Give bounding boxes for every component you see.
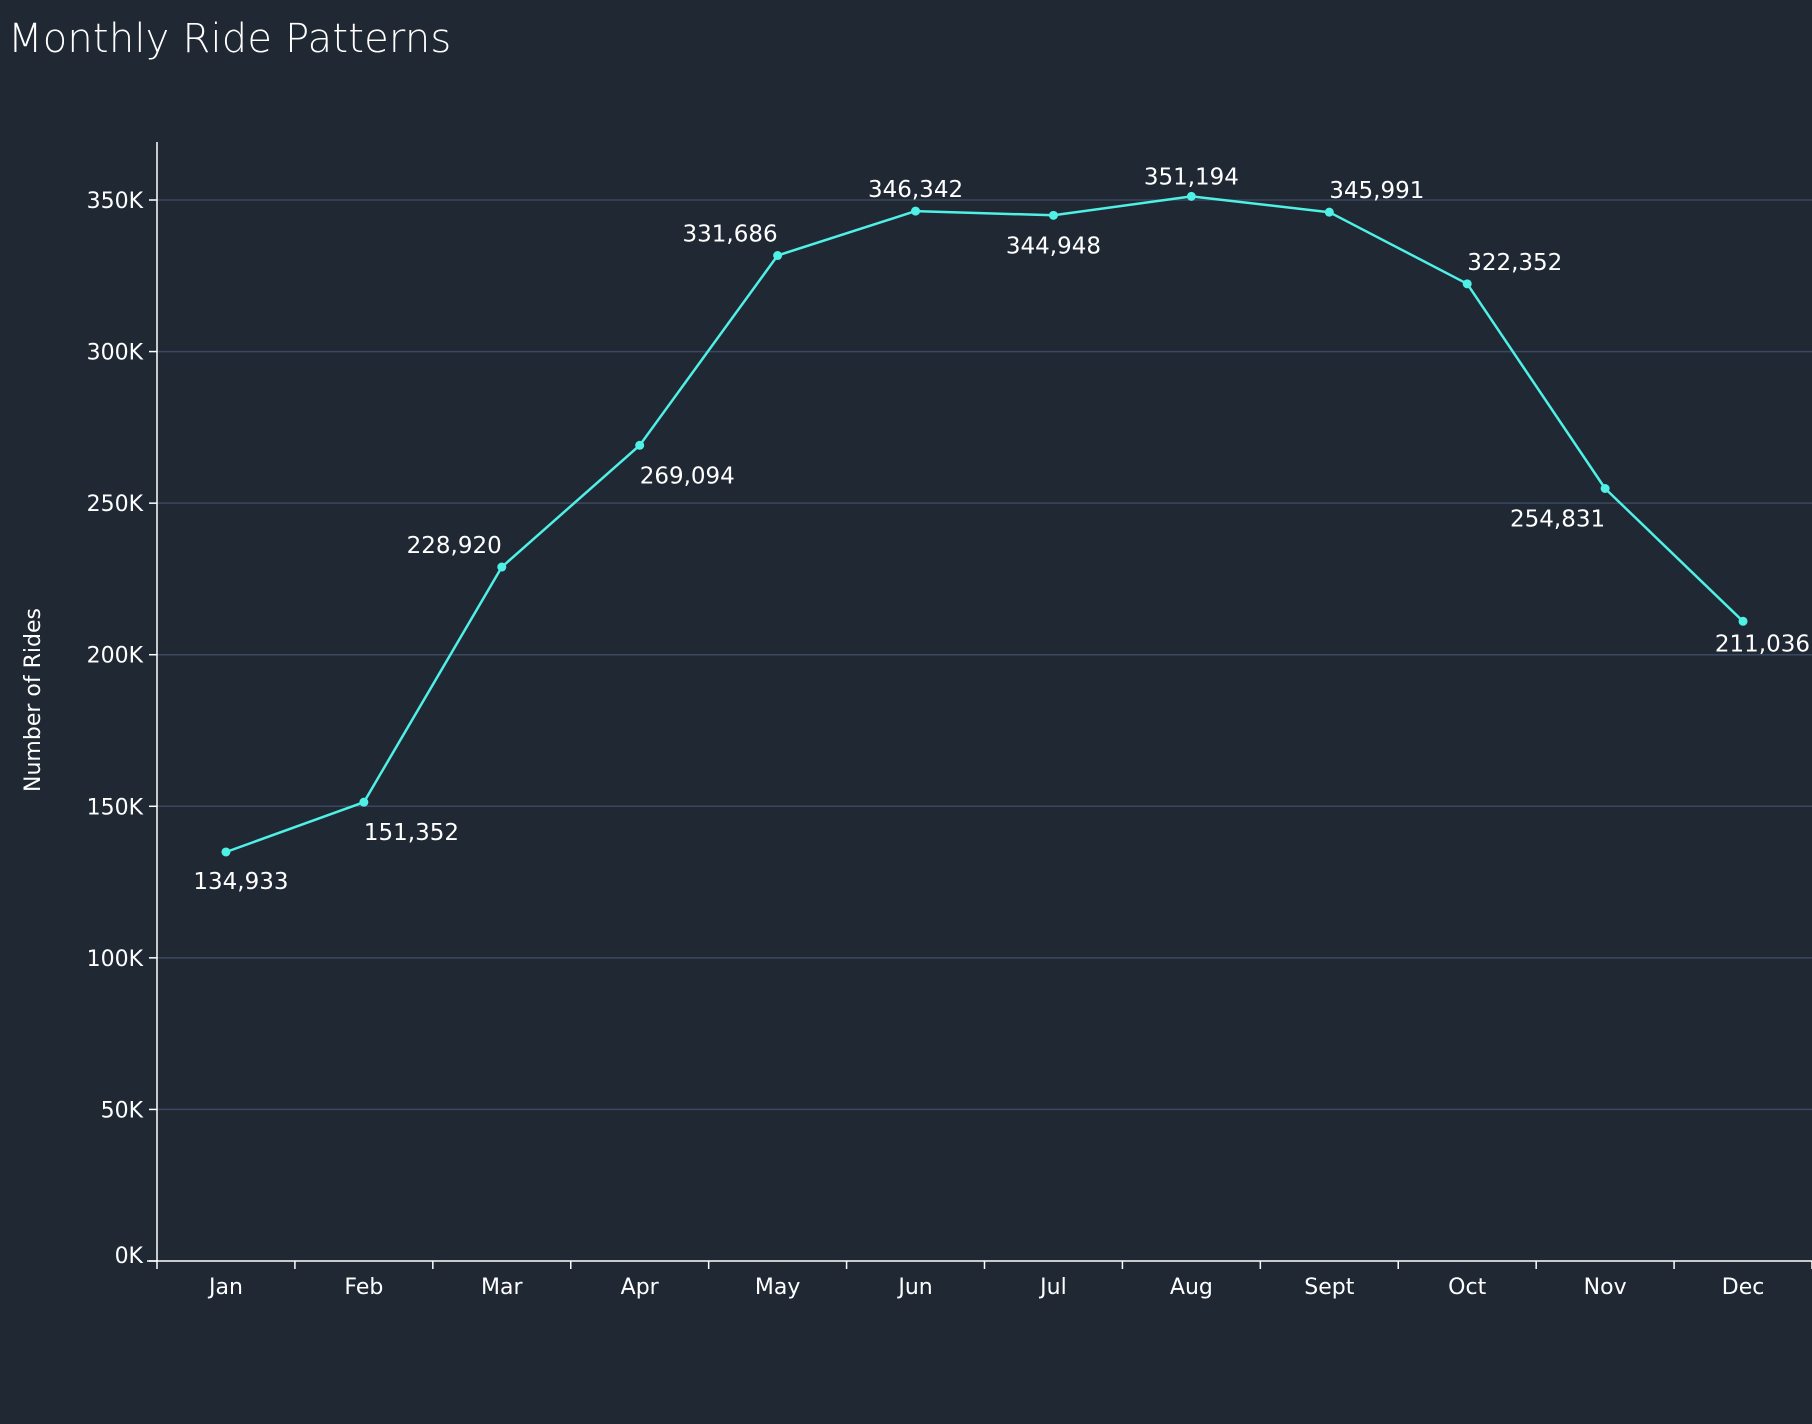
axes: 0K 50K 100K 150K 200K 250K 300K 350K Jan Feb Mar Ap… — [21, 142, 1812, 1300]
data-point — [1462, 279, 1472, 289]
x-tick-label: Oct — [1448, 1275, 1486, 1300]
y-tick-label: 100K — [87, 947, 144, 972]
x-tick-label: Sept — [1304, 1275, 1354, 1300]
data-label: 269,094 — [640, 463, 735, 489]
data-point — [911, 206, 921, 216]
data-point — [1324, 207, 1334, 217]
data-label: 134,933 — [193, 869, 288, 895]
chart-title: Monthly Ride Patterns — [8, 16, 452, 62]
data-label: 322,352 — [1467, 250, 1562, 276]
x-tick-label: Dec — [1722, 1275, 1765, 1300]
y-tick-label: 0K — [115, 1244, 144, 1269]
data-label: 228,920 — [407, 533, 502, 559]
x-tick-label: Mar — [481, 1275, 523, 1300]
x-tick-label: May — [755, 1275, 800, 1300]
gridlines — [157, 199, 1812, 1111]
x-tick-label: Nov — [1584, 1275, 1627, 1300]
data-label: 254,831 — [1510, 506, 1605, 532]
y-tick-label: 200K — [87, 644, 144, 669]
data-label: 345,991 — [1329, 178, 1424, 204]
x-tick-label: Jan — [207, 1275, 243, 1300]
data-point — [1600, 483, 1610, 493]
x-tick-label: Jun — [896, 1275, 932, 1300]
x-tick-label: Feb — [344, 1275, 383, 1300]
data-point — [1186, 191, 1196, 201]
x-tick-label: Apr — [621, 1275, 660, 1300]
y-tick-label: 300K — [87, 341, 144, 366]
data-point — [635, 440, 645, 450]
data-label: 151,352 — [364, 820, 459, 846]
data-point — [497, 562, 507, 572]
y-tick-label: 50K — [101, 1098, 144, 1123]
data-label: 344,948 — [1006, 233, 1101, 259]
data-point — [359, 797, 369, 807]
data-label: 346,342 — [868, 177, 963, 203]
x-tick-label: Jul — [1038, 1275, 1067, 1300]
series-rides — [221, 191, 1748, 857]
series-line — [225, 195, 1744, 854]
x-tick-label: Aug — [1170, 1275, 1213, 1300]
data-label: 331,686 — [683, 222, 778, 248]
y-axis-title: Number of Rides — [21, 608, 46, 792]
data-point — [221, 847, 231, 857]
data-labels: 134,933 151,352 228,920 269,094 331,686 346,3… — [193, 164, 1810, 895]
data-label: 351,194 — [1144, 164, 1239, 190]
data-label: 211,036 — [1715, 631, 1810, 657]
data-point — [1738, 616, 1748, 626]
data-point — [1048, 210, 1058, 220]
y-tick-label: 150K — [87, 795, 144, 820]
y-tick-label: 250K — [87, 492, 144, 517]
y-tick-label: 350K — [87, 189, 144, 214]
data-point — [773, 251, 783, 261]
